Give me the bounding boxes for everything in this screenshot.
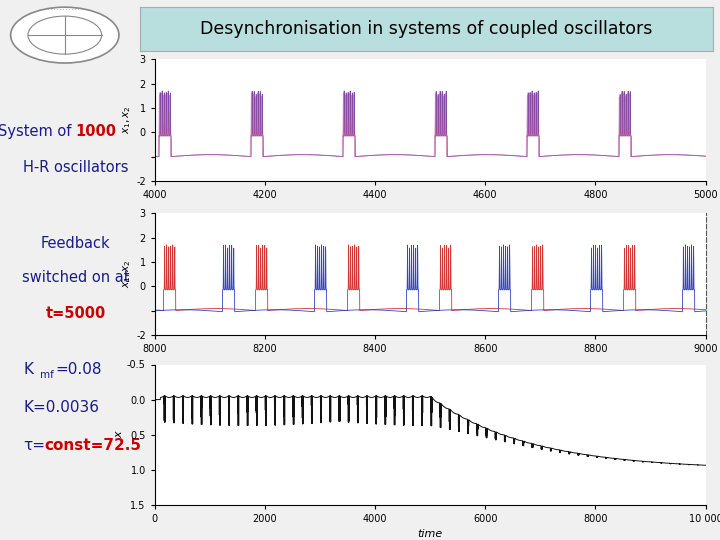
Text: const=72.5: const=72.5 <box>44 438 141 453</box>
Text: K: K <box>24 362 34 376</box>
Circle shape <box>11 7 119 63</box>
Text: K=0.0036: K=0.0036 <box>24 400 99 415</box>
Text: Feedback: Feedback <box>41 236 110 251</box>
Text: τ=: τ= <box>24 438 45 453</box>
Text: t=5000: t=5000 <box>45 306 106 321</box>
Y-axis label: $x_1, x_2$: $x_1, x_2$ <box>122 106 133 134</box>
Text: Desynchronisation in systems of coupled oscillators: Desynchronisation in systems of coupled … <box>200 20 653 38</box>
Y-axis label: x: x <box>114 431 124 438</box>
Text: =0.08: =0.08 <box>55 362 102 376</box>
X-axis label: time: time <box>418 530 443 539</box>
Text: · · · · · · · · · · · ·: · · · · · · · · · · · · <box>48 7 82 12</box>
Text: switched on at: switched on at <box>22 269 130 285</box>
Text: mf: mf <box>40 370 54 381</box>
Text: 1000: 1000 <box>76 124 117 139</box>
Text: H-R oscillators: H-R oscillators <box>23 160 128 175</box>
Y-axis label: $x_1, x_2$: $x_1, x_2$ <box>122 260 133 288</box>
Text: System of: System of <box>0 124 76 139</box>
